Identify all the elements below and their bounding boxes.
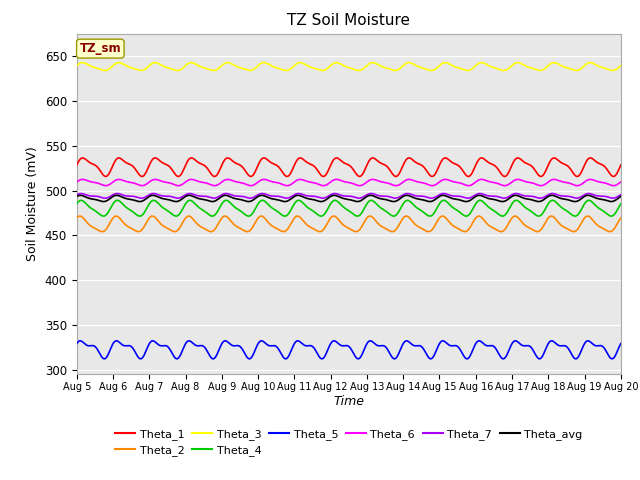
Legend: Theta_1, Theta_2, Theta_3, Theta_4, Theta_5, Theta_6, Theta_7, Theta_avg: Theta_1, Theta_2, Theta_3, Theta_4, Thet… — [111, 424, 587, 460]
Title: TZ Soil Moisture: TZ Soil Moisture — [287, 13, 410, 28]
Text: TZ_sm: TZ_sm — [79, 42, 121, 55]
Y-axis label: Soil Moisture (mV): Soil Moisture (mV) — [26, 146, 39, 262]
X-axis label: Time: Time — [333, 395, 364, 408]
